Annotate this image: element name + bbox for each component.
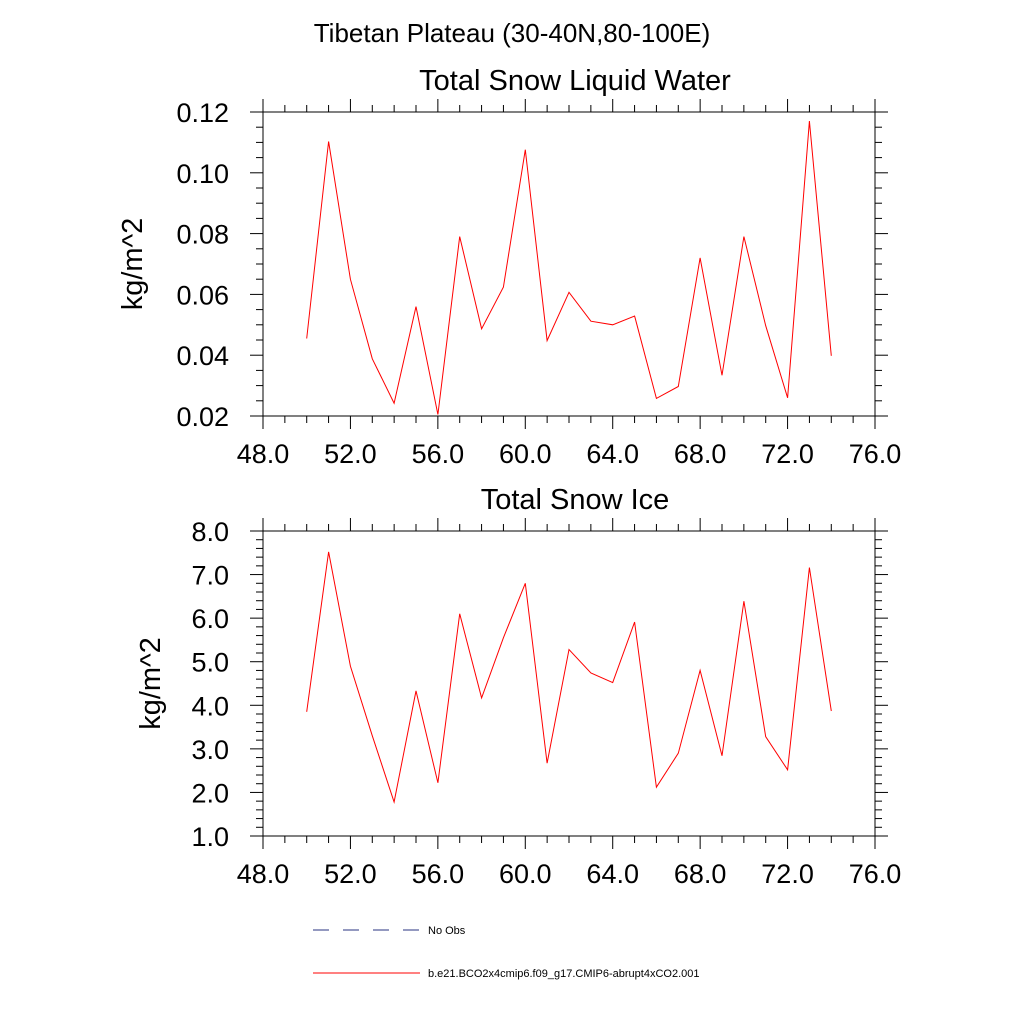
panel-title: Total Snow Liquid Water [419, 65, 731, 97]
x-tick-label: 68.0 [674, 439, 727, 469]
figure-title: Tibetan Plateau (30-40N,80-100E) [314, 18, 711, 48]
y-tick-label: 0.08 [176, 220, 229, 250]
y-tick-label: 0.10 [176, 159, 229, 189]
y-axis-label: kg/m^2 [135, 637, 167, 730]
x-tick-label: 52.0 [324, 439, 377, 469]
x-tick-label: 64.0 [586, 859, 639, 889]
x-tick-label: 76.0 [849, 859, 902, 889]
y-tick-label: 4.0 [191, 691, 229, 721]
x-tick-label: 56.0 [412, 439, 465, 469]
x-tick-label: 48.0 [237, 859, 290, 889]
y-tick-label: 3.0 [191, 735, 229, 765]
series-line [306, 121, 832, 415]
legend: No Obs b.e21.BCO2x4cmip6.f09_g17.CMIP6-a… [313, 925, 700, 980]
y-tick-label: 0.06 [176, 280, 229, 310]
x-tick-label: 52.0 [324, 859, 377, 889]
y-tick-label: 5.0 [191, 648, 229, 678]
x-tick-label: 68.0 [674, 859, 727, 889]
plot-frame [262, 111, 876, 417]
x-tick-label: 64.0 [586, 439, 639, 469]
x-tick-label: 72.0 [761, 439, 814, 469]
y-tick-label: 0.02 [176, 402, 229, 432]
legend-no-obs-label: No Obs [428, 925, 466, 937]
x-tick-label: 56.0 [412, 859, 465, 889]
y-tick-label: 8.0 [191, 517, 229, 547]
plot-frame [262, 530, 876, 837]
y-tick-label: 1.0 [191, 822, 229, 852]
y-axis-label: kg/m^2 [117, 218, 149, 311]
x-tick-label: 48.0 [237, 439, 290, 469]
y-tick-label: 0.04 [176, 341, 229, 371]
y-tick-label: 7.0 [191, 561, 229, 591]
x-tick-label: 72.0 [761, 859, 814, 889]
panel-snow-liquid-water: Total Snow Liquid Water kg/m^2 48.0 52.0 5… [117, 65, 901, 469]
series-line [306, 551, 832, 804]
x-tick-label: 60.0 [499, 859, 552, 889]
y-tick-label: 2.0 [191, 778, 229, 808]
x-tick-label: 76.0 [849, 439, 902, 469]
y-tick-label: 0.12 [176, 98, 229, 128]
panel-title: Total Snow Ice [481, 484, 670, 516]
legend-model-label: b.e21.BCO2x4cmip6.f09_g17.CMIP6-abrupt4x… [428, 968, 700, 980]
y-tick-label: 6.0 [191, 604, 229, 634]
panel-snow-ice: Total Snow Ice kg/m^2 48.0 52.0 56.0 60.0 64… [135, 484, 901, 889]
x-tick-label: 60.0 [499, 439, 552, 469]
